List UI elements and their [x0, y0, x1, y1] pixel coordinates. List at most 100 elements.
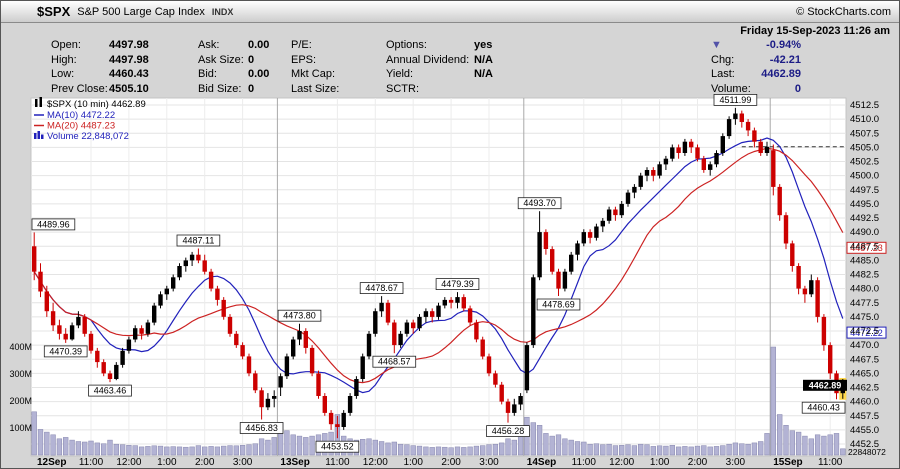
svg-text:4457.5: 4457.5 — [850, 411, 879, 422]
svg-text:15Sep: 15Sep — [773, 457, 802, 468]
svg-text:300M: 300M — [9, 369, 32, 379]
summary-label: Volume: — [711, 82, 751, 95]
svg-text:13Sep: 13Sep — [280, 457, 309, 468]
svg-text:4460.0: 4460.0 — [850, 397, 879, 408]
svg-text:11:00: 11:00 — [818, 457, 843, 468]
quote-column: Options: yes Annual Dividend: N/A Yield: N/A S… — [386, 38, 493, 96]
svg-text:400M: 400M — [9, 342, 32, 352]
price-axis-labels: 4452.5 4455.0 4457.5 4460.0 4462.5 4465.0 4467… — [850, 100, 879, 450]
svg-text:4492.5: 4492.5 — [850, 213, 879, 224]
svg-text:4462.89: 4462.89 — [809, 381, 842, 391]
quote-field-value: 0.00 — [248, 39, 270, 51]
price-chart[interactable]: 4489.96 4470.39 4463.46 4487.11 4456.83 4473.… — [1, 94, 900, 469]
quote-field-label: Bid: — [198, 68, 217, 80]
svg-text:4480.0: 4480.0 — [850, 284, 879, 295]
quote-row: Open: 4497.98 — [51, 38, 149, 53]
summary-row: Volume: 0 — [711, 82, 801, 97]
svg-text:4495.0: 4495.0 — [850, 199, 879, 210]
exchange-label: INDX — [211, 6, 234, 17]
svg-text:4487.11: 4487.11 — [182, 236, 214, 246]
svg-text:200M: 200M — [9, 396, 32, 406]
quote-field-label: High: — [51, 53, 77, 66]
quote-field-label: Ask: — [198, 39, 220, 51]
svg-text:4489.96: 4489.96 — [37, 219, 70, 229]
svg-text:4453.52: 4453.52 — [321, 442, 354, 452]
svg-text:4472.22: 4472.22 — [850, 328, 883, 338]
summary-row: Chg: -42.21 — [711, 53, 801, 68]
svg-text:12:00: 12:00 — [116, 457, 141, 468]
svg-text:4478.69: 4478.69 — [542, 300, 575, 310]
quote-field-value: 0 — [248, 53, 255, 66]
quote-row: Low: 4460.43 — [51, 67, 149, 82]
svg-text:4497.5: 4497.5 — [850, 185, 879, 196]
summary-row: Last: 4462.89 — [711, 67, 801, 82]
quote-field-value: 0 — [248, 82, 255, 95]
svg-text:4482.5: 4482.5 — [850, 270, 879, 281]
quote-field-value: 4497.98 — [109, 39, 149, 51]
svg-text:4455.0: 4455.0 — [850, 425, 879, 436]
quote-field-label: Annual Dividend: — [386, 53, 470, 66]
symbol-title: $SPX — [37, 4, 71, 19]
legend-label: MA(20) 4487.23 — [47, 121, 115, 132]
copyright-text: © StockCharts.com — [796, 5, 891, 18]
svg-text:4472.5: 4472.5 — [850, 326, 879, 337]
svg-text:4470.39: 4470.39 — [49, 346, 82, 356]
svg-text:4470.0: 4470.0 — [850, 340, 879, 351]
quote-field-label: Ask Size: — [198, 53, 244, 66]
svg-text:4452.5: 4452.5 — [850, 439, 879, 450]
summary-label: Last: — [711, 68, 735, 80]
summary-value: 4462.89 — [761, 68, 801, 80]
current-volume-value: 22848072 — [848, 447, 886, 457]
svg-text:12:00: 12:00 — [609, 457, 634, 468]
svg-text:4487.23: 4487.23 — [850, 243, 883, 253]
quote-field-value: yes — [474, 39, 493, 51]
svg-text:3:00: 3:00 — [233, 457, 253, 468]
quote-field-value: 4497.98 — [109, 53, 149, 66]
svg-text:14Sep: 14Sep — [527, 457, 556, 468]
legend-label: $SPX (10 min) 4462.89 — [47, 99, 146, 110]
svg-text:4465.0: 4465.0 — [850, 368, 879, 379]
svg-text:4456.83: 4456.83 — [245, 423, 278, 433]
svg-text:4505.0: 4505.0 — [850, 142, 879, 153]
quote-row: Annual Dividend: N/A — [386, 53, 493, 68]
svg-text:4512.5: 4512.5 — [850, 100, 879, 111]
ma-value-box: 4472.22 — [846, 326, 887, 339]
svg-text:4510.0: 4510.0 — [850, 114, 879, 125]
candlestick-series — [32, 107, 845, 439]
quote-field-label: Open: — [51, 39, 81, 51]
svg-text:4502.5: 4502.5 — [850, 157, 879, 168]
svg-text:4485.0: 4485.0 — [850, 255, 879, 266]
quote-field-label: P/E: — [291, 39, 312, 51]
quote-field-label: Options: — [386, 39, 427, 51]
svg-text:2:00: 2:00 — [688, 457, 708, 468]
svg-text:4511.99: 4511.99 — [719, 95, 751, 105]
quote-datetime: Friday 15-Sep-2023 11:26 am — [740, 25, 890, 37]
svg-text:1:00: 1:00 — [403, 457, 423, 468]
quote-column: P/E: EPS: Mkt Cap: Last Size: — [291, 38, 347, 96]
quote-field-value: N/A — [474, 68, 493, 80]
svg-text:12:00: 12:00 — [363, 457, 388, 468]
quote-row: Bid: 0.00 — [198, 67, 269, 82]
volume-axis-labels: 400M 300M 200M 100M — [9, 342, 32, 433]
quote-panel: Open: 4497.98 High: 4497.98 Low: 4460.43 Prev … — [1, 38, 699, 96]
quote-field-label: Mkt Cap: — [291, 68, 336, 80]
svg-text:4460.43: 4460.43 — [807, 403, 840, 413]
quote-field-label: Yield: — [386, 68, 414, 80]
quote-row: EPS: — [291, 53, 347, 68]
ma10-line — [33, 137, 844, 394]
header-bar: $SPX S&P 500 Large Cap Index INDX © Stoc… — [1, 1, 899, 23]
svg-text:100M: 100M — [9, 423, 32, 433]
quote-field-value: N/A — [474, 53, 493, 66]
quote-field-label: Last Size: — [291, 82, 340, 95]
quote-row: Ask: 0.00 — [198, 38, 269, 53]
quote-row: Options: yes — [386, 38, 493, 53]
quote-row: Bid Size: 0 — [198, 82, 269, 97]
quote-row: Ask Size: 0 — [198, 53, 269, 68]
quote-row: Yield: N/A — [386, 67, 493, 82]
price-annotations: 4489.96 4470.39 4463.46 4487.11 4456.83 4473.… — [31, 94, 846, 453]
svg-text:4487.5: 4487.5 — [850, 241, 879, 252]
volume-legend-icon — [34, 133, 37, 139]
quote-field-label: Prev Close: — [51, 82, 108, 95]
